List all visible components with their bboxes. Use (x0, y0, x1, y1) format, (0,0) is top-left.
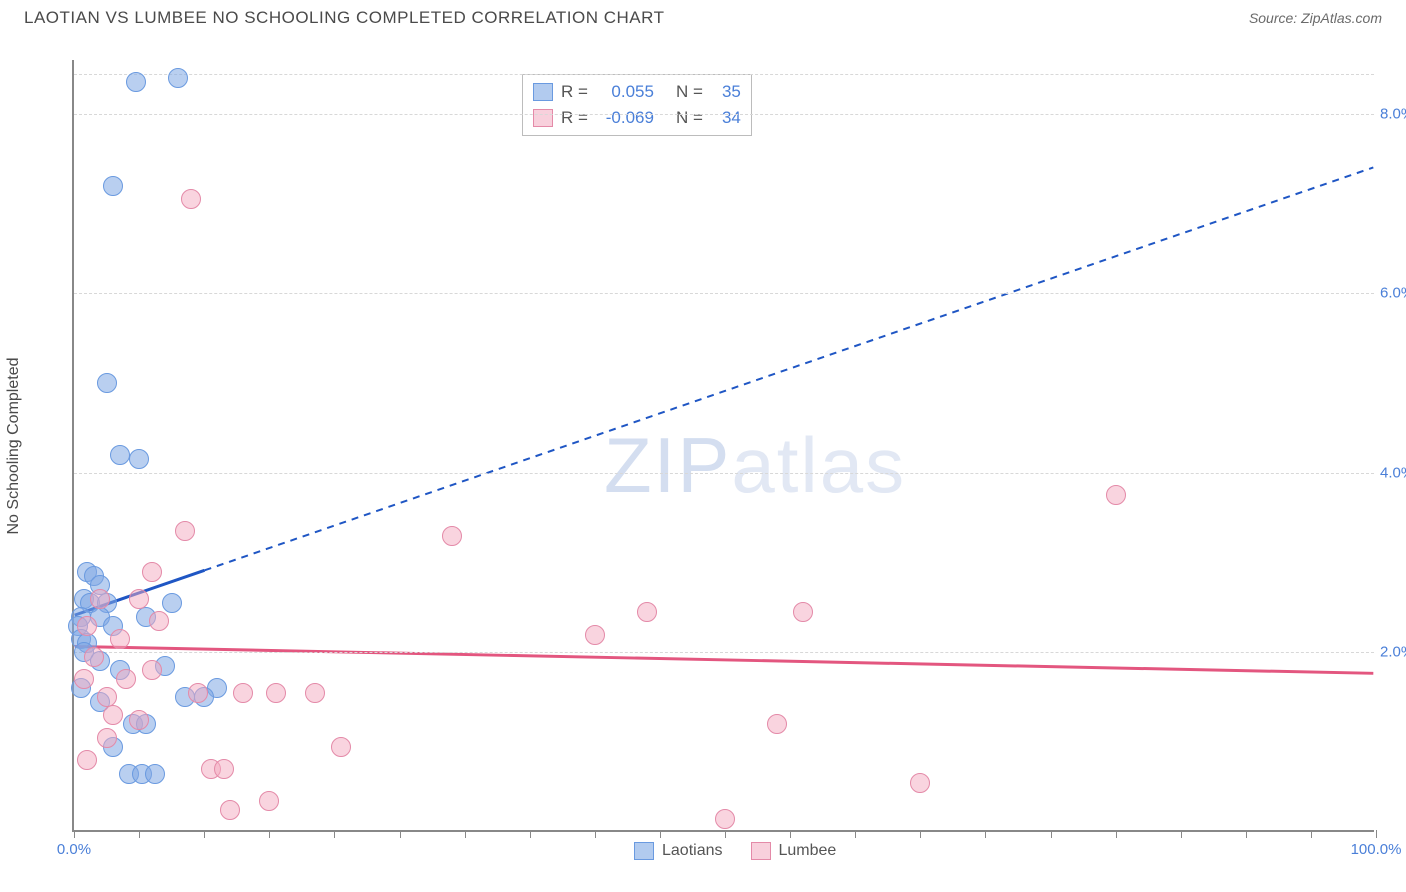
correlation-stats-box: R = 0.055 N = 35 R = -0.069 N = 34 (522, 74, 752, 136)
x-tick (1181, 830, 1182, 838)
x-tick (920, 830, 921, 838)
y-tick-label: 6.0% (1380, 285, 1406, 302)
point-laotians (110, 445, 130, 465)
x-tick (269, 830, 270, 838)
legend-swatch (634, 842, 654, 860)
point-lumbee (74, 669, 94, 689)
point-laotians (162, 593, 182, 613)
point-laotians (126, 72, 146, 92)
point-lumbee (1106, 485, 1126, 505)
point-lumbee (175, 521, 195, 541)
point-lumbee (90, 589, 110, 609)
y-tick-label: 4.0% (1380, 464, 1406, 481)
point-lumbee (233, 683, 253, 703)
x-tick (465, 830, 466, 838)
x-tick (1116, 830, 1117, 838)
gridline-h (74, 293, 1374, 294)
x-tick (1051, 830, 1052, 838)
stat-n-value: 34 (711, 105, 741, 131)
x-tick (1311, 830, 1312, 838)
legend-item: Laotians (634, 842, 723, 860)
x-tick (790, 830, 791, 838)
x-tick (204, 830, 205, 838)
point-lumbee (214, 759, 234, 779)
legend-label: Laotians (662, 842, 723, 860)
trend-lines (74, 60, 1374, 830)
point-laotians (168, 68, 188, 88)
stat-n-label: N = (676, 79, 703, 105)
stat-n-value: 35 (711, 79, 741, 105)
y-tick-label: 8.0% (1380, 105, 1406, 122)
y-tick-label: 2.0% (1380, 644, 1406, 661)
point-lumbee (442, 526, 462, 546)
x-tick (74, 830, 75, 838)
x-tick (595, 830, 596, 838)
x-tick (985, 830, 986, 838)
legend-label: Lumbee (779, 842, 837, 860)
x-tick (530, 830, 531, 838)
gridline-h (74, 652, 1374, 653)
point-lumbee (259, 791, 279, 811)
point-lumbee (103, 705, 123, 725)
point-laotians (97, 373, 117, 393)
point-laotians (145, 764, 165, 784)
x-tick (660, 830, 661, 838)
point-lumbee (266, 683, 286, 703)
point-lumbee (585, 625, 605, 645)
stat-n-label: N = (676, 105, 703, 131)
y-axis-label: No Schooling Completed (5, 358, 23, 535)
chart-title: LAOTIAN VS LUMBEE NO SCHOOLING COMPLETED… (24, 8, 664, 28)
point-lumbee (110, 629, 130, 649)
point-lumbee (715, 809, 735, 829)
x-tick (334, 830, 335, 838)
x-tick (855, 830, 856, 838)
x-tick (1246, 830, 1247, 838)
point-lumbee (129, 589, 149, 609)
x-tick-label: 0.0% (57, 841, 91, 858)
x-tick (400, 830, 401, 838)
point-lumbee (149, 611, 169, 631)
point-lumbee (181, 189, 201, 209)
point-lumbee (793, 602, 813, 622)
point-lumbee (97, 728, 117, 748)
point-lumbee (910, 773, 930, 793)
source-attribution: Source: ZipAtlas.com (1249, 10, 1382, 26)
gridline-h (74, 74, 1374, 75)
stat-r-label: R = (561, 79, 588, 105)
legend-swatch (751, 842, 771, 860)
stat-r-value: -0.069 (596, 105, 654, 131)
gridline-h (74, 114, 1374, 115)
x-tick (139, 830, 140, 838)
x-tick (725, 830, 726, 838)
point-lumbee (305, 683, 325, 703)
point-lumbee (220, 800, 240, 820)
point-lumbee (142, 660, 162, 680)
point-lumbee (188, 683, 208, 703)
point-lumbee (77, 616, 97, 636)
gridline-h (74, 473, 1374, 474)
point-lumbee (129, 710, 149, 730)
plot-area: ZIPatlas R =0.055N =35R =-0.069N =34 Lao… (72, 60, 1374, 832)
point-lumbee (331, 737, 351, 757)
legend-item: Lumbee (751, 842, 837, 860)
chart-container: No Schooling Completed ZIPatlas R =0.055… (50, 46, 1390, 846)
stats-row: R = 0.055 N = 35 (533, 79, 741, 105)
point-laotians (129, 449, 149, 469)
point-lumbee (767, 714, 787, 734)
x-tick-label: 100.0% (1351, 841, 1402, 858)
point-lumbee (142, 562, 162, 582)
point-lumbee (116, 669, 136, 689)
point-lumbee (637, 602, 657, 622)
stat-r-label: R = (561, 105, 588, 131)
point-lumbee (77, 750, 97, 770)
watermark: ZIPatlas (604, 420, 906, 511)
point-laotians (103, 176, 123, 196)
legend-swatch (533, 83, 553, 101)
legend-swatch (533, 109, 553, 127)
point-lumbee (84, 647, 104, 667)
x-tick (1376, 830, 1377, 838)
stat-r-value: 0.055 (596, 79, 654, 105)
stats-row: R = -0.069 N = 34 (533, 105, 741, 131)
legend: Laotians Lumbee (634, 842, 836, 860)
